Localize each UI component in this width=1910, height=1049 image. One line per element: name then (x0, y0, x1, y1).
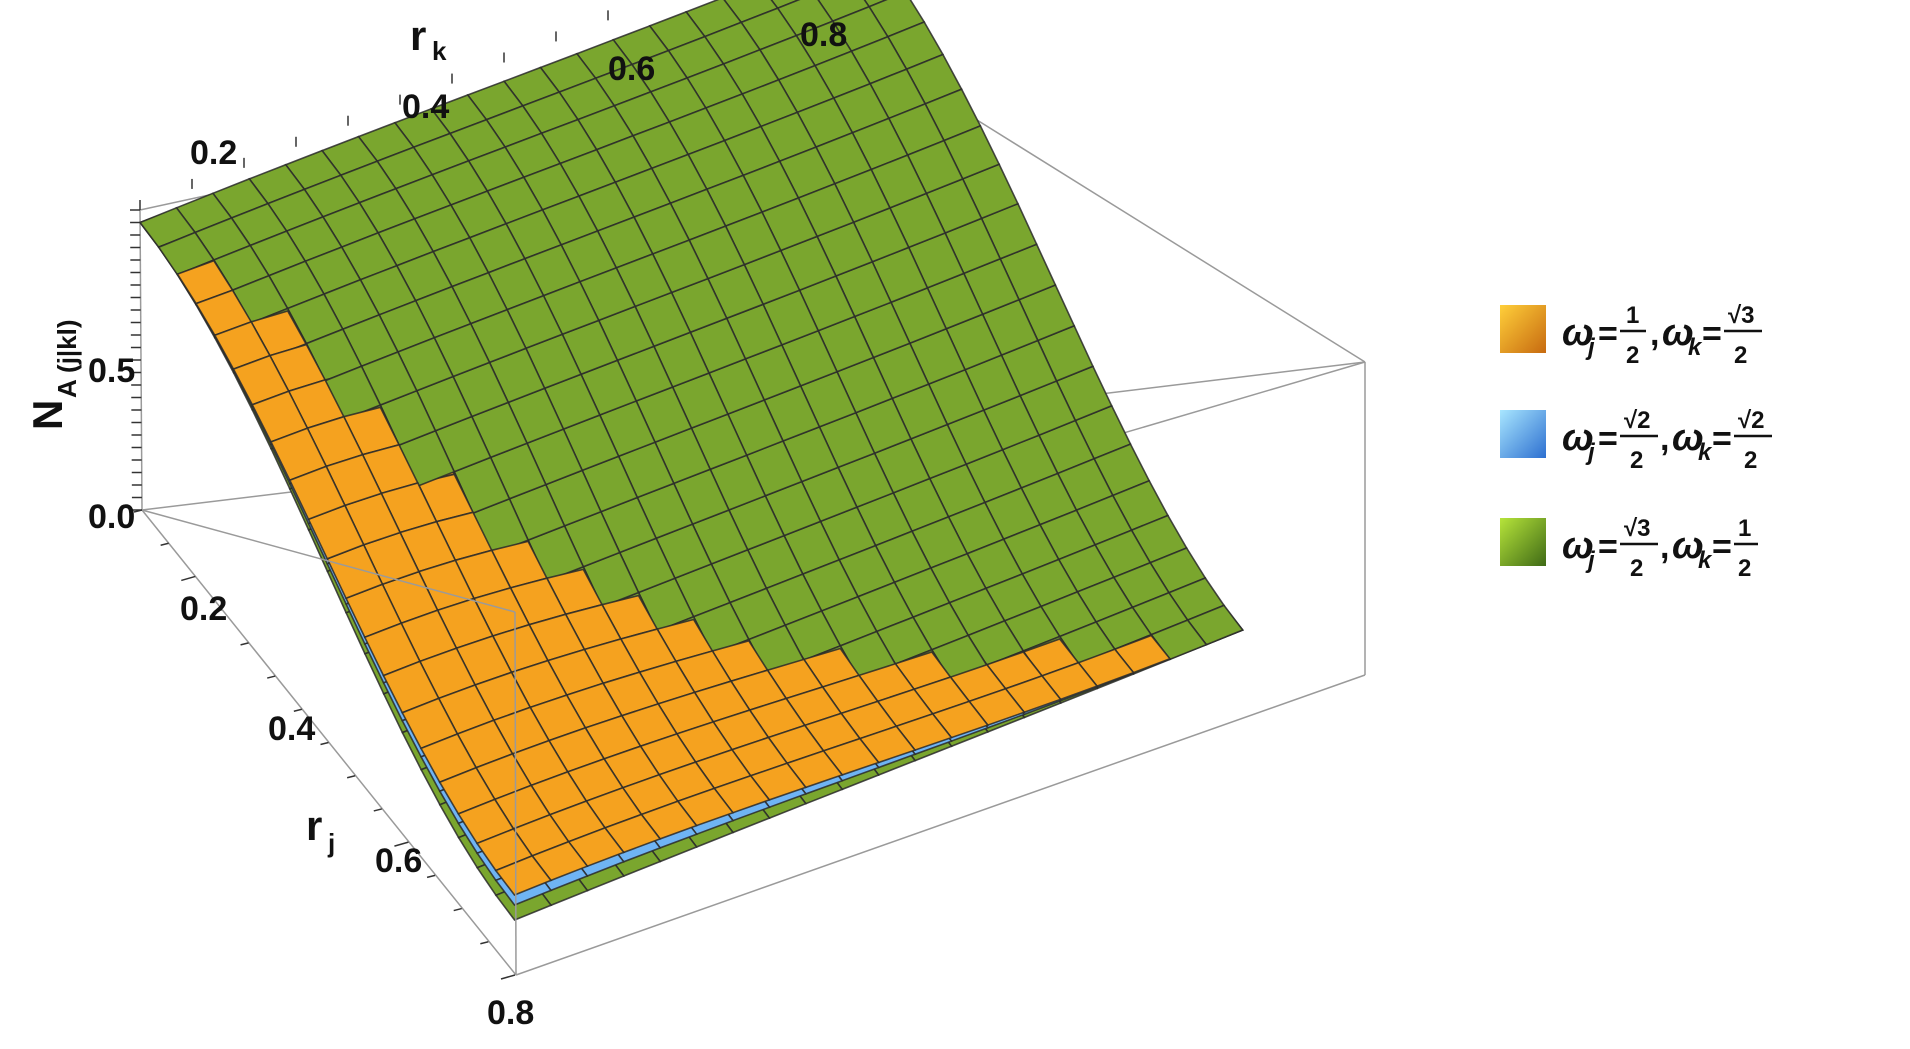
svg-text:1: 1 (1626, 302, 1639, 329)
svg-text:ω: ω (1562, 312, 1594, 354)
svg-text:r: r (410, 12, 426, 59)
rj-axis-tick (500, 974, 516, 980)
svg-text:=: = (1598, 528, 1618, 566)
svg-text:2: 2 (1738, 555, 1751, 582)
svg-text:2: 2 (1630, 555, 1643, 582)
svg-text:2: 2 (1630, 447, 1643, 474)
z-tick-label: 0.0 (88, 498, 135, 536)
rj-axis-tick (181, 575, 196, 582)
svg-text:√3: √3 (1624, 515, 1651, 542)
z-tick-label: 0.5 (88, 352, 135, 390)
svg-text:j: j (1585, 547, 1596, 574)
rj-axis-label: r j (306, 802, 335, 858)
rk-tick-label: 0.8 (800, 16, 847, 54)
rj-axis-tick (394, 841, 409, 847)
svg-text:,: , (1660, 420, 1669, 458)
svg-text:,: , (1650, 315, 1659, 353)
svg-text:2: 2 (1734, 342, 1747, 369)
legend-swatch-blue (1500, 410, 1546, 458)
svg-text:k: k (1698, 439, 1713, 466)
ticks-group (130, 10, 609, 980)
svg-text:r: r (306, 802, 322, 849)
svg-text:=: = (1598, 315, 1618, 353)
box-edge (141, 509, 517, 976)
rj-axis-tick (320, 741, 329, 746)
rk-tick-label: 0.4 (402, 88, 449, 126)
svg-text:k: k (1698, 547, 1713, 574)
rj-axis-tick (453, 907, 462, 912)
svg-text:ω: ω (1562, 525, 1594, 567)
legend-swatch-orange (1500, 305, 1546, 353)
svg-text:√2: √2 (1624, 407, 1651, 434)
svg-text:√3: √3 (1728, 302, 1755, 329)
rj-axis-tick (480, 941, 489, 945)
svg-text:ω: ω (1672, 417, 1704, 459)
rk-axis-label: r k (410, 12, 447, 66)
rj-axis-tick (240, 642, 249, 646)
svg-text:ω: ω (1672, 525, 1704, 567)
svg-text:=: = (1712, 528, 1732, 566)
box-edge (514, 611, 517, 976)
box-edge (515, 674, 1366, 976)
svg-text:j: j (1585, 439, 1596, 466)
rk-tick-label: 0.2 (190, 134, 237, 172)
rj-tick-label: 0.2 (180, 590, 227, 628)
rj-axis-tick (213, 608, 223, 613)
svg-text:1: 1 (1738, 515, 1751, 542)
svg-text:j: j (327, 828, 335, 858)
rj-axis-tick (426, 874, 436, 879)
box-front (141, 362, 1366, 976)
legend-item: ω j = √3 2 , ω k = 1 2 (1500, 515, 1758, 582)
svg-text:=: = (1702, 315, 1722, 353)
svg-text:A (j|kl): A (j|kl) (52, 319, 82, 398)
svg-text:ω: ω (1562, 417, 1594, 459)
rj-axis-tick (346, 774, 356, 779)
rj-axis-tick (373, 808, 382, 812)
z-axis-label: N A (j|kl) (24, 319, 82, 430)
svg-text:2: 2 (1626, 342, 1639, 369)
rj-axis-tick (293, 708, 303, 713)
surface-patch-orange (288, 465, 346, 521)
rj-axis-tick (160, 542, 169, 546)
svg-text:=: = (1712, 420, 1732, 458)
svg-text:,: , (1660, 528, 1669, 566)
legend-swatch-green (1500, 518, 1546, 566)
rj-axis-tick (267, 675, 276, 679)
box-edge (141, 509, 516, 613)
rj-tick-label: 0.4 (268, 710, 315, 748)
rk-tick-label: 0.6 (608, 50, 655, 88)
svg-text:k: k (432, 36, 447, 66)
svg-text:j: j (1585, 334, 1596, 361)
surfaces-group (138, 0, 1244, 921)
rj-tick-label: 0.6 (375, 842, 422, 880)
legend-item: ω j = √2 2 , ω k = √2 2 (1500, 407, 1772, 474)
rj-tick-label: 0.8 (487, 994, 534, 1032)
svg-text:=: = (1598, 420, 1618, 458)
legend-item: ω j = 1 2 , ω k = √3 2 (1500, 302, 1762, 369)
legend: ω j = 1 2 , ω k = √3 2 ω j = √2 2 , ω k … (1500, 302, 1772, 582)
svg-text:√2: √2 (1738, 407, 1765, 434)
surface-patch-orange (494, 854, 553, 896)
svg-text:N: N (24, 400, 71, 430)
svg-text:2: 2 (1744, 447, 1757, 474)
svg-text:k: k (1688, 334, 1703, 361)
svg-text:ω: ω (1662, 312, 1694, 354)
